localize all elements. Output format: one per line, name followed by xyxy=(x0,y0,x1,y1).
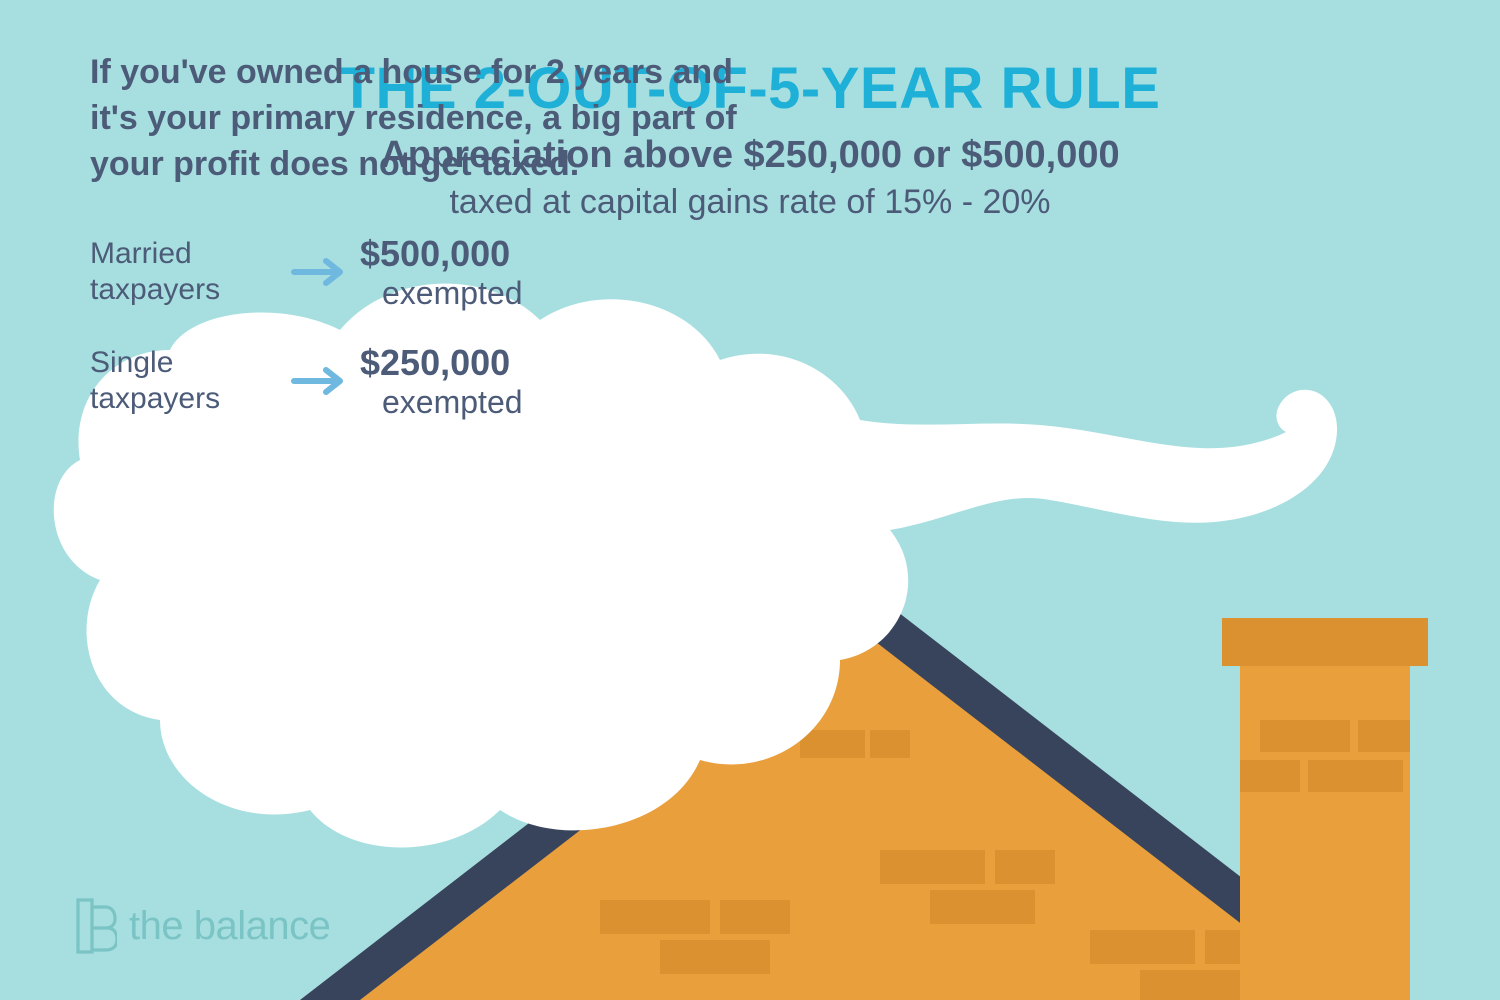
row-married: Married taxpayers $500,000 exempted xyxy=(90,233,770,312)
married-value: $500,000 exempted xyxy=(360,233,523,312)
cloud-content: If you've owned a house for 2 years and … xyxy=(90,50,770,451)
single-value: $250,000 exempted xyxy=(360,342,523,421)
logo-text: the balance xyxy=(129,904,330,949)
single-label: Single taxpayers xyxy=(90,345,280,417)
brand-logo: the balance xyxy=(75,897,330,955)
row-single: Single taxpayers $250,000 exempted xyxy=(90,342,770,421)
intro-text: If you've owned a house for 2 years and … xyxy=(90,50,770,188)
married-label: Married taxpayers xyxy=(90,236,280,308)
arrow-icon xyxy=(280,257,360,287)
arrow-icon xyxy=(280,366,360,396)
logo-icon xyxy=(75,897,117,955)
